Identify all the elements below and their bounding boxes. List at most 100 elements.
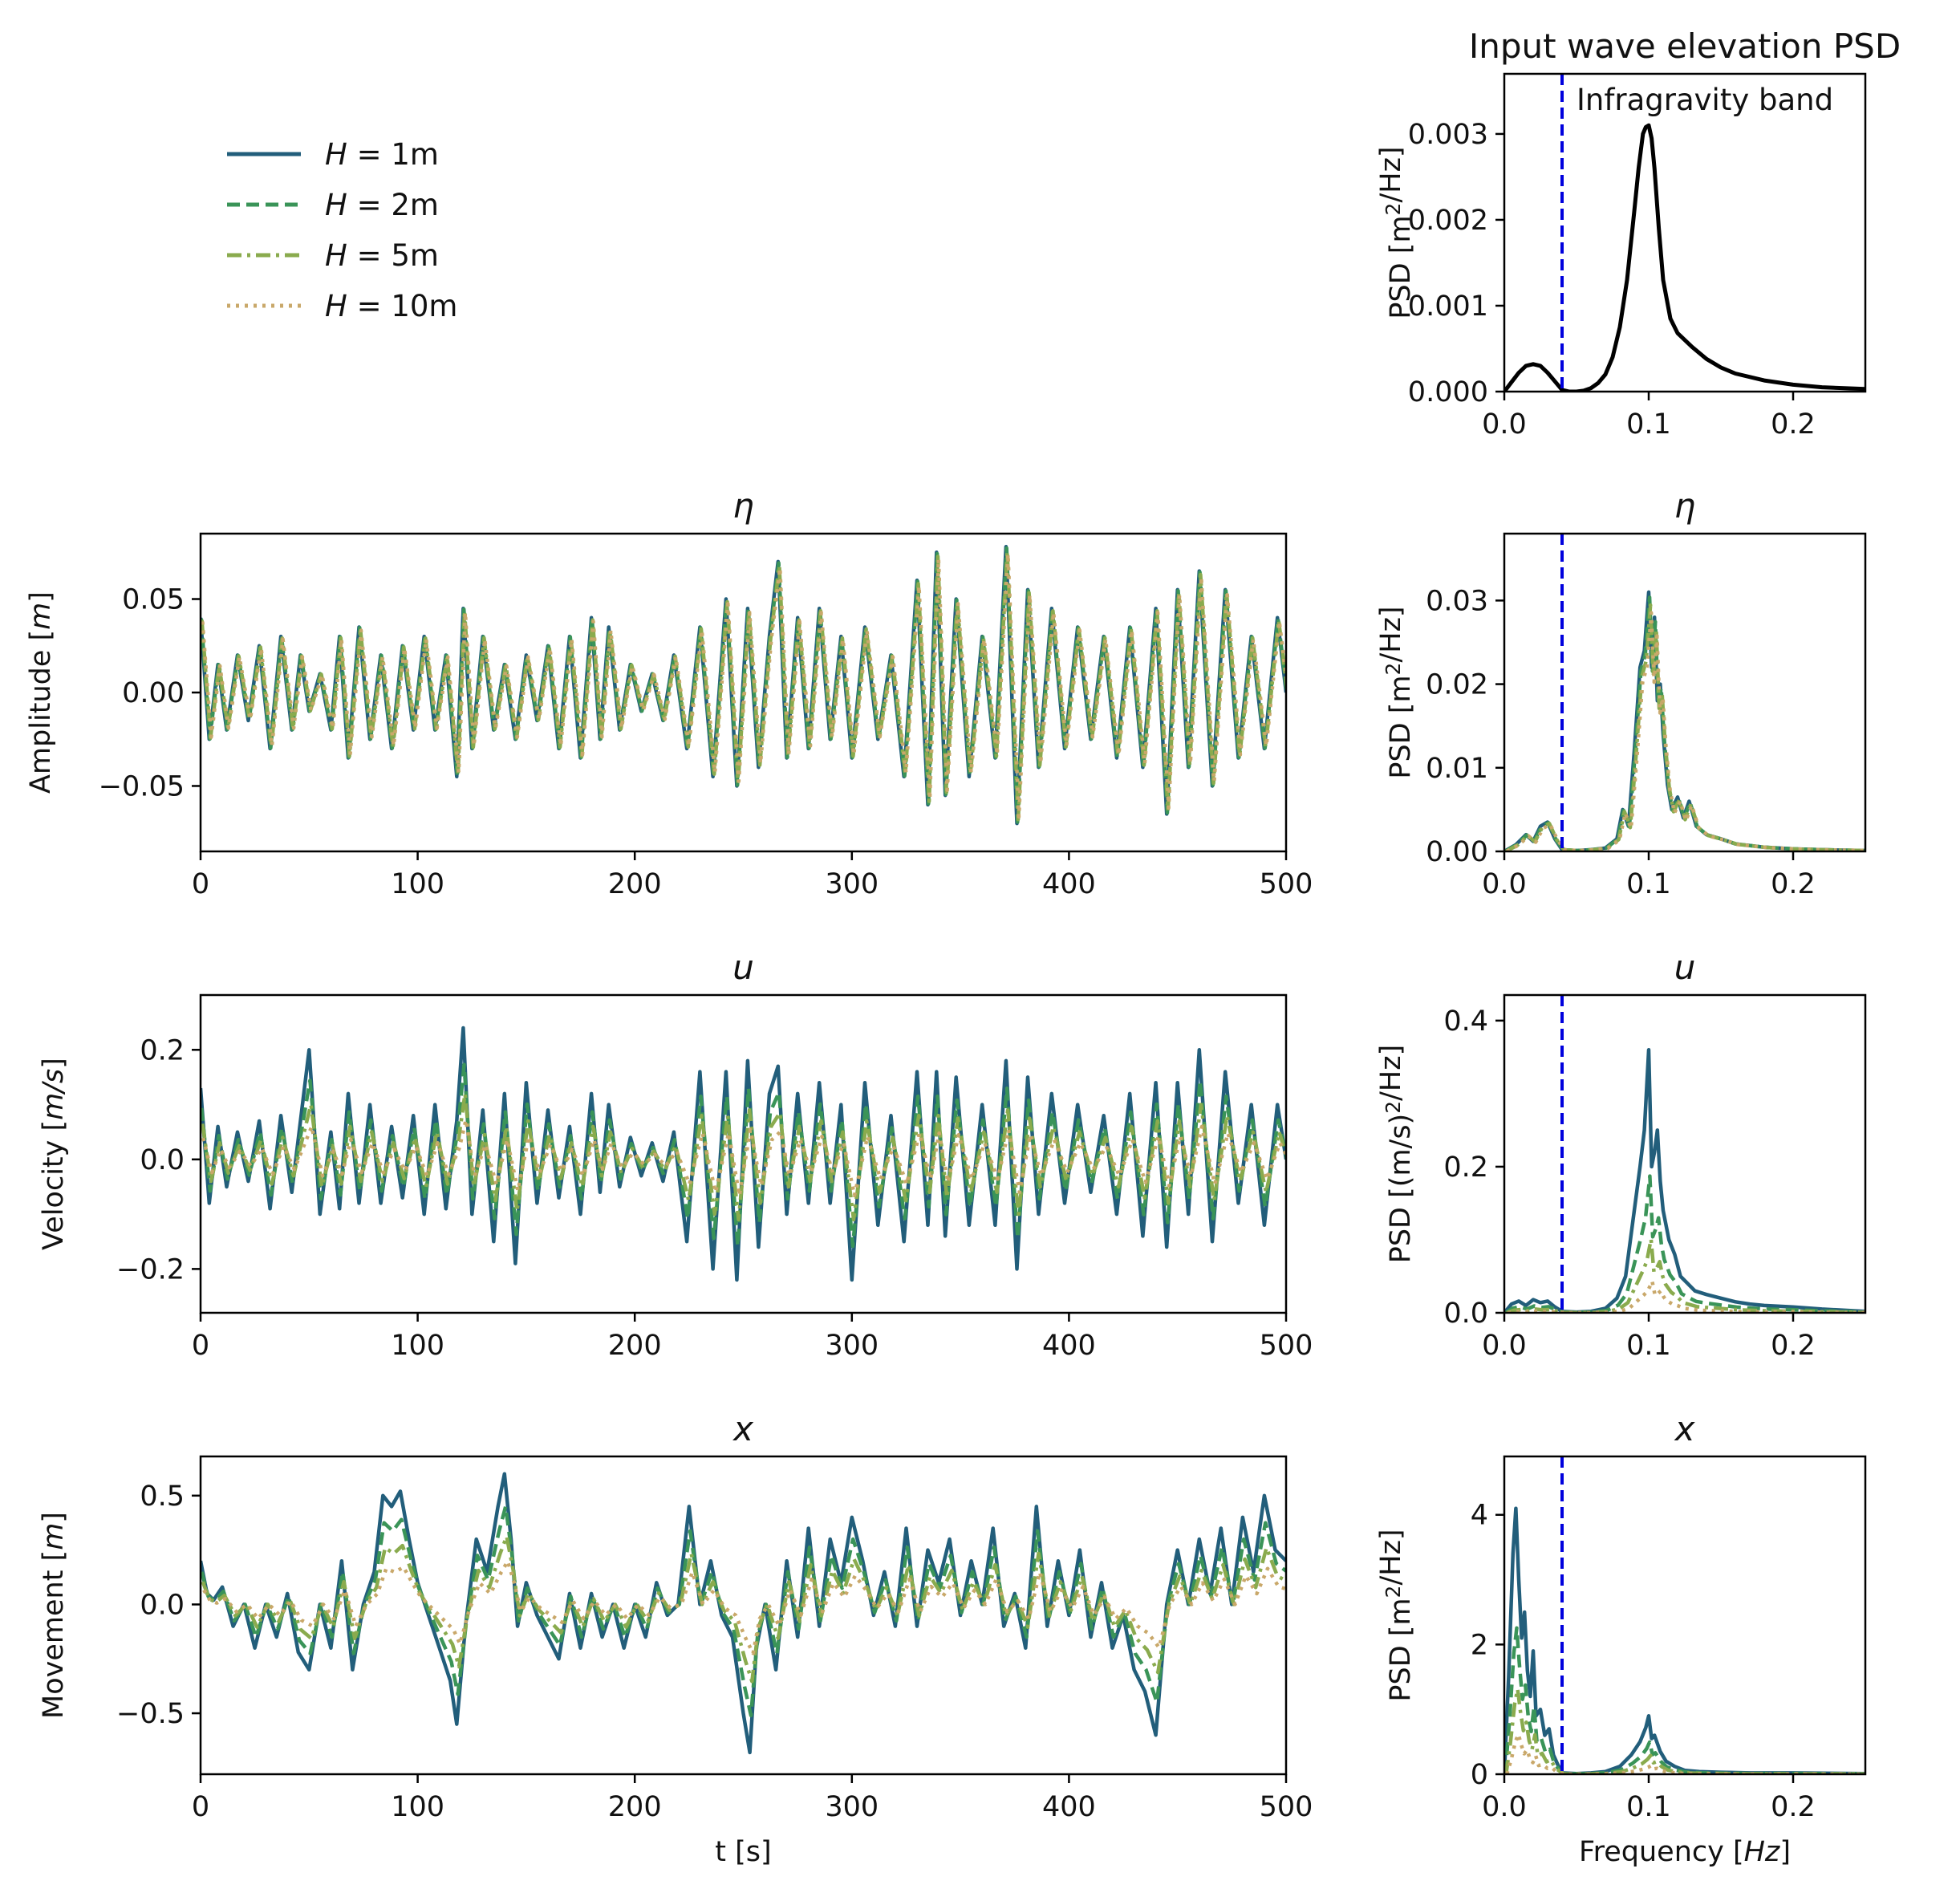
x-tick-label: 500 [1260, 1330, 1313, 1362]
x-tick-label: 100 [391, 1791, 444, 1823]
axes-frame [199, 1455, 1288, 1776]
y-axis-label: PSD [m2/Hz] [1375, 146, 1417, 319]
series-group [1504, 590, 1865, 851]
legend-label-h5: H = 5m [325, 238, 439, 273]
y-tick-label: −0.2 [116, 1253, 185, 1286]
y-tick-label: 0.00 [1426, 836, 1488, 868]
x-tick-label: 0.2 [1771, 1791, 1816, 1823]
axes-frame [1503, 1455, 1867, 1776]
x-tick-label: 100 [391, 1330, 444, 1362]
x-tick-label: 0 [192, 868, 209, 900]
x-tick-label: 400 [1042, 868, 1096, 900]
legend-entry-h10: H = 10m [227, 289, 457, 323]
x-tick-label: 200 [608, 1791, 662, 1823]
y-tick-label: 0.0 [140, 1589, 185, 1621]
legend-label-h1: H = 1m [325, 137, 439, 172]
legend-label-h10: H = 10m [325, 289, 457, 323]
series-group [201, 1472, 1286, 1755]
y-tick-label: 0.002 [1408, 205, 1488, 237]
y-tick-label: 0.0 [1443, 1298, 1488, 1330]
x-tick-label: 0.0 [1482, 1791, 1527, 1823]
x-tick-label: 100 [391, 868, 444, 900]
y-tick-label: −0.05 [99, 770, 185, 802]
y-tick-label: 0.001 [1408, 290, 1488, 323]
x-tick-label: 0.1 [1626, 1330, 1671, 1362]
y-axis-label: Movement [m] [38, 1512, 70, 1719]
x-tick-label: 300 [825, 1330, 879, 1362]
y-tick-label: 0.2 [1443, 1152, 1488, 1184]
panel-title: u [732, 948, 754, 987]
x-tick-label: 0.1 [1626, 408, 1671, 441]
axes-frame [1503, 72, 1867, 393]
x-tick-label: 400 [1042, 1330, 1096, 1362]
panel-eta-timeseries: 0 100 200 300 400 500 −0.05 0.00 0.05 η Amplitude … [25, 486, 1313, 900]
y-axis-label: PSD [m2/Hz] [1375, 606, 1417, 778]
y-axis-label: PSD [(m/s)2/Hz] [1375, 1045, 1417, 1264]
axes-frame [1503, 993, 1867, 1314]
panel-title: u [1674, 948, 1696, 987]
series-line-h5 [1506, 1237, 1865, 1313]
y-tick-label: 0.02 [1426, 669, 1488, 701]
y-tick-label: 0.5 [140, 1481, 185, 1513]
y-axis-label: Velocity [m/s] [38, 1058, 70, 1250]
panel-title: η [1674, 486, 1696, 526]
x-tick-label: 200 [608, 868, 662, 900]
x-tick-label: 300 [825, 1791, 879, 1823]
series-group [1504, 123, 1865, 392]
legend-entry-h5: H = 5m [227, 238, 439, 273]
x-tick-label: 400 [1042, 1791, 1096, 1823]
x-tick-label: 0 [192, 1791, 209, 1823]
y-tick-label: 0.00 [122, 677, 185, 709]
panel-title: η [732, 486, 754, 526]
y-tick-label: 0.0 [140, 1144, 185, 1176]
y-tick-label: 0.01 [1426, 753, 1488, 785]
legend-label-h2: H = 2m [325, 188, 439, 222]
y-tick-label: 0.2 [140, 1034, 185, 1066]
series-line-h10 [1506, 611, 1865, 851]
annotation-infragravity-band: Infragravity band [1577, 83, 1833, 117]
x-tick-label: 0.0 [1482, 408, 1527, 441]
y-axis-label: PSD [m2/Hz] [1375, 1529, 1417, 1701]
x-tick-label: 300 [825, 868, 879, 900]
x-tick-label: 500 [1260, 1791, 1313, 1823]
y-tick-label: 0.000 [1408, 376, 1488, 408]
panel-title: Input wave elevation PSD [1469, 26, 1901, 66]
y-tick-label: 0 [1471, 1759, 1488, 1791]
series-line-psd_input [1504, 123, 1865, 392]
series-group [201, 1026, 1286, 1282]
x-tick-label: 0.0 [1482, 1330, 1527, 1362]
series-line-h5 [1505, 603, 1865, 851]
y-axis-label: Amplitude [m] [25, 591, 57, 794]
panel-u-timeseries: 0 100 200 300 400 500 −0.2 0.0 0.2 u Velocity [m/s… [38, 948, 1313, 1362]
panel-input-psd: 0.0 0.1 0.2 0.000 0.001 0.002 0.003 Input wave … [1375, 26, 1901, 441]
y-tick-label: 0.05 [122, 584, 185, 616]
panel-eta-psd: 0.0 0.1 0.2 0.00 0.01 0.02 0.03 η PSD [m2/Hz] [1375, 486, 1867, 900]
y-tick-label: 0.03 [1426, 585, 1488, 617]
series-line-h1 [1504, 1048, 1865, 1313]
x-tick-label: 0.2 [1771, 408, 1816, 441]
legend-entry-h1: H = 1m [227, 137, 439, 172]
legend-entry-h2: H = 2m [227, 188, 439, 222]
series-line-h5 [201, 1091, 1286, 1222]
series-line-h2 [201, 1505, 1286, 1718]
series-line-h10 [201, 552, 1286, 819]
y-tick-label: 0.4 [1443, 1005, 1488, 1038]
panel-x-psd: 0.0 0.1 0.2 0 2 4 x PSD [m2/Hz] Frequency [Hz] [1375, 1409, 1867, 1868]
x-axis-label: t [s] [715, 1836, 771, 1868]
y-tick-label: 2 [1471, 1629, 1488, 1661]
series-group [201, 545, 1286, 826]
x-tick-label: 0.1 [1626, 868, 1671, 900]
x-tick-label: 0.2 [1771, 868, 1816, 900]
panel-u-psd: 0.0 0.1 0.2 0.0 0.2 0.4 u PSD [(m/s)2/Hz] [1375, 948, 1867, 1362]
x-tick-label: 0.1 [1626, 1791, 1671, 1823]
series-line-h10 [201, 1118, 1286, 1198]
y-tick-label: 0.003 [1408, 119, 1488, 151]
x-tick-label: 0.2 [1771, 1330, 1816, 1362]
panel-title: x [732, 1409, 754, 1448]
x-tick-label: 200 [608, 1330, 662, 1362]
series-line-h2 [1504, 1174, 1865, 1313]
x-axis-label: Frequency [Hz] [1579, 1836, 1791, 1868]
x-tick-label: 500 [1260, 868, 1313, 900]
